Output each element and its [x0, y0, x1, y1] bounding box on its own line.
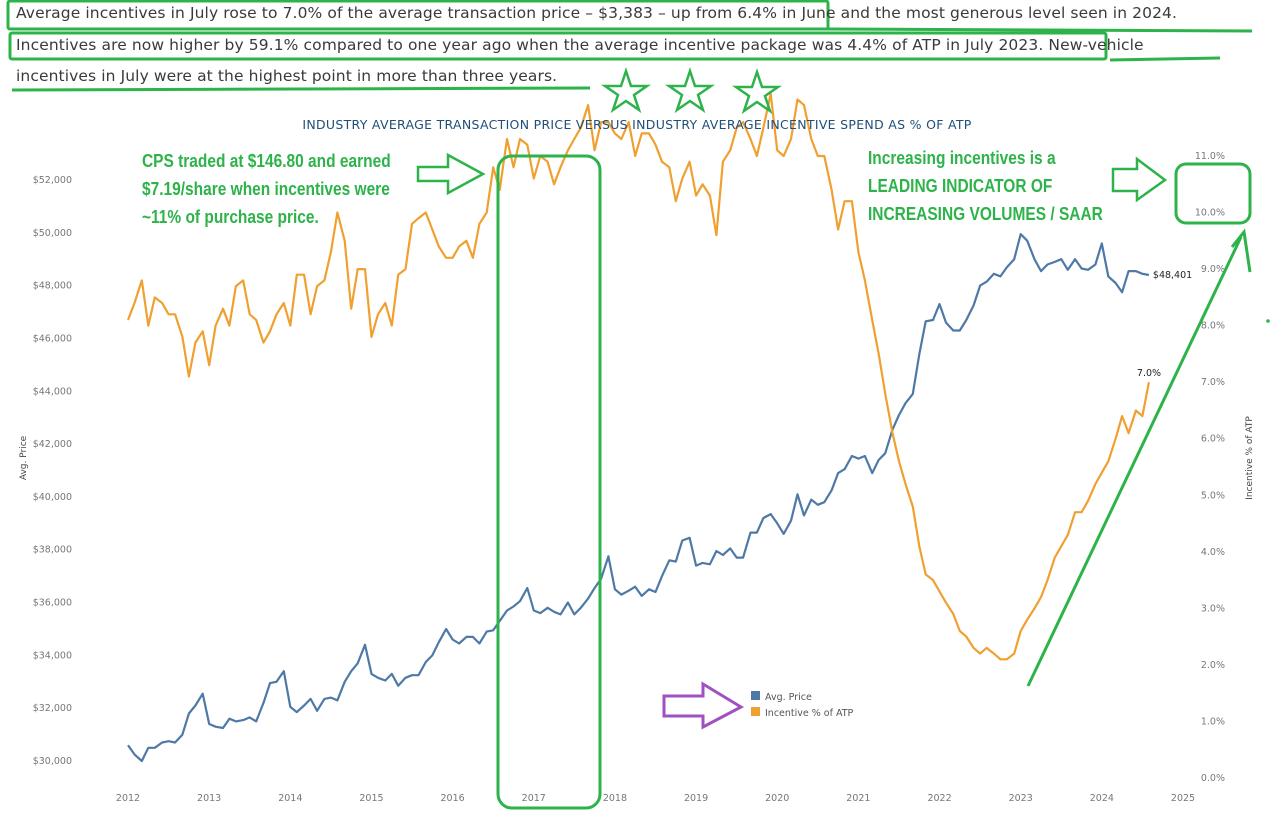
right-tick-label: 8.0% — [1201, 321, 1225, 332]
headline-text-3: incentives in July were at the highest p… — [16, 67, 558, 85]
right-axis-ticks: 0.0% 1.0% 2.0% 3.0% 4.0% 5.0% 6.0% 7.0% 8.0% 9.0%… — [1195, 151, 1225, 784]
x-tick-label: 2015 — [359, 793, 383, 804]
legend-label-avg-price: Avg. Price — [765, 692, 812, 703]
x-tick-label: 2020 — [765, 793, 789, 804]
left-tick-label: $50,000 — [33, 228, 72, 239]
left-tick-label: $38,000 — [33, 545, 72, 556]
arrow-right-note — [1111, 156, 1168, 203]
note-left: CPS traded at $146.80 and earned $7.19/s… — [142, 147, 391, 231]
x-tick-label: 2021 — [846, 793, 870, 804]
underline-line2 — [1109, 56, 1221, 62]
x-tick-label: 2025 — [1171, 793, 1195, 804]
legend-swatch-incentive — [751, 707, 760, 716]
purple-arrow — [662, 681, 745, 730]
left-tick-label: $40,000 — [33, 492, 72, 503]
left-tick-label: $52,000 — [33, 175, 72, 186]
right-tick-label: 7.0% — [1201, 377, 1225, 388]
left-axis-title: Avg. Price — [19, 435, 29, 480]
right-tick-label: 9.0% — [1201, 264, 1225, 275]
note-left-line: $7.19/share when incentives were — [142, 179, 390, 199]
x-tick-label: 2014 — [278, 793, 302, 804]
right-axis-title: Incentive % of ATP — [1245, 416, 1255, 500]
right-tick-label: 1.0% — [1201, 716, 1225, 727]
series-line-incentive — [126, 92, 1150, 661]
left-tick-label: $36,000 — [33, 598, 72, 609]
x-tick-label: 2018 — [603, 793, 627, 804]
right-tick-label: 6.0% — [1201, 434, 1225, 445]
x-tick-label: 2024 — [1090, 793, 1114, 804]
x-tick-label: 2017 — [522, 793, 546, 804]
x-tick-label: 2019 — [684, 793, 708, 804]
x-tick-label: 2022 — [927, 793, 951, 804]
star-icon — [600, 67, 652, 114]
left-tick-label: $42,000 — [33, 439, 72, 450]
chart-title: INDUSTRY AVERAGE TRANSACTION PRICE VERSU… — [302, 117, 972, 132]
arrow-left-note — [416, 152, 486, 196]
note-right-line: LEADING INDICATOR OF — [868, 176, 1053, 196]
trend-arrow-shaft — [1026, 236, 1243, 687]
highlight-box-right-axis — [1174, 162, 1252, 225]
right-tick-label: 0.0% — [1201, 773, 1225, 784]
highlight-box-line2 — [8, 31, 1108, 61]
markup-layer — [6, 0, 1270, 810]
underline-line3 — [11, 86, 591, 92]
right-tick-label: 11.0% — [1195, 151, 1225, 162]
left-tick-label: $34,000 — [33, 650, 72, 661]
note-right: Increasing incentives is a LEADING INDIC… — [868, 144, 1103, 228]
left-tick-label: $32,000 — [33, 703, 72, 714]
x-axis-ticks: 2012 2013 2014 2015 2016 2017 2018 2019 2020 2021… — [116, 793, 1195, 804]
arrow-icon — [662, 681, 745, 730]
legend-swatch-avg-price — [751, 691, 760, 700]
right-tick-label: 4.0% — [1201, 547, 1225, 558]
x-tick-label: 2012 — [116, 793, 140, 804]
end-label-incentive: 7.0% — [1137, 368, 1161, 379]
underline-line1 — [825, 27, 1253, 33]
note-right-line: INCREASING VOLUMES / SAAR — [868, 204, 1103, 224]
highlight-box-2017 — [496, 154, 602, 810]
headline-text-1: Average incentives in July rose to 7.0% … — [16, 4, 1178, 22]
series-line-avg-price — [127, 233, 1150, 763]
headline-text-2: Incentives are now higher by 59.1% compa… — [16, 36, 1144, 54]
right-tick-label: 2.0% — [1201, 660, 1225, 671]
right-tick-label: 3.0% — [1201, 603, 1225, 614]
left-tick-label: $46,000 — [33, 333, 72, 344]
trend-arrow-head — [1230, 228, 1252, 273]
dot-mark — [1266, 319, 1270, 323]
left-axis-ticks: $30,000 $32,000 $34,000 $36,000 $38,000 $40,0… — [33, 175, 72, 767]
x-tick-label: 2016 — [441, 793, 465, 804]
series-layer — [126, 92, 1150, 763]
note-left-line: ~11% of purchase price. — [142, 207, 319, 227]
left-tick-label: $48,000 — [33, 281, 72, 292]
highlight-box-line1 — [6, 0, 830, 31]
right-tick-label: 5.0% — [1201, 490, 1225, 501]
end-labels: $48,401 7.0% — [1137, 270, 1192, 379]
note-left-line: CPS traded at $146.80 and earned — [142, 151, 391, 171]
legend: Avg. Price Incentive % of ATP — [751, 691, 854, 719]
star-icon — [731, 68, 783, 115]
end-label-avg-price: $48,401 — [1153, 270, 1192, 281]
left-tick-label: $30,000 — [33, 756, 72, 767]
legend-label-incentive: Incentive % of ATP — [765, 708, 854, 719]
left-tick-label: $44,000 — [33, 386, 72, 397]
star-icon — [664, 67, 716, 114]
x-tick-label: 2023 — [1009, 793, 1033, 804]
right-tick-label: 10.0% — [1195, 208, 1225, 219]
x-tick-label: 2013 — [197, 793, 221, 804]
note-right-line: Increasing incentives is a — [868, 148, 1056, 168]
